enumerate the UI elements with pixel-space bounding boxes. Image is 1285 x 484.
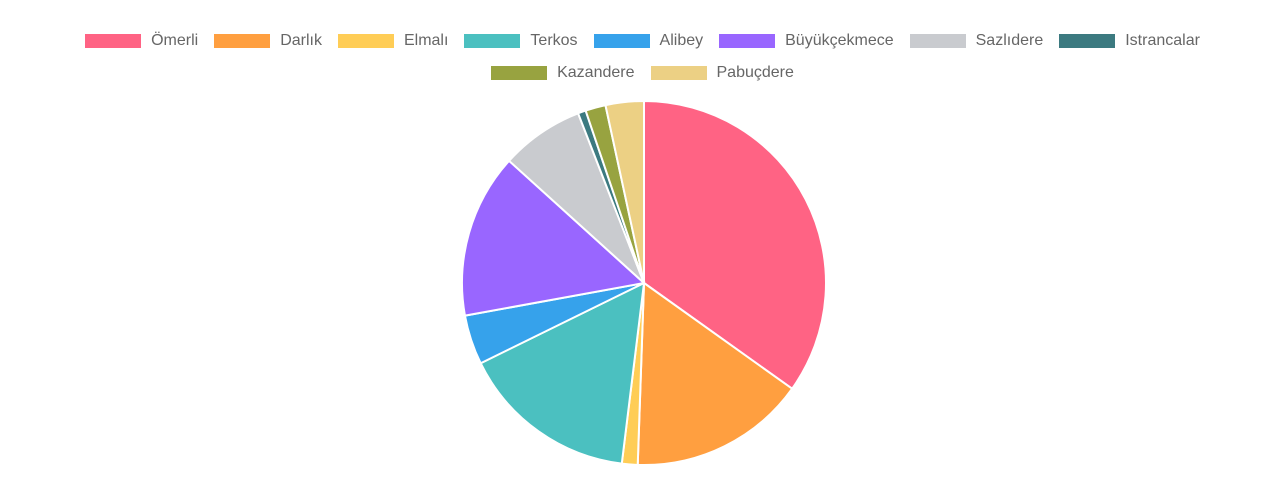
legend-swatch (214, 34, 271, 48)
legend-label: Elmalı (403, 32, 449, 49)
legend-swatch (464, 34, 521, 48)
legend-swatch (1059, 34, 1116, 48)
pie-slice (604, 99, 645, 284)
legend-swatch (719, 34, 776, 48)
legend-label: Alibey (659, 32, 704, 49)
legend-item[interactable]: Kazandere (491, 62, 635, 84)
legend-item[interactable]: Pabuçdere (650, 62, 794, 84)
legend-item[interactable]: Sazlıdere (909, 30, 1044, 52)
legend-item[interactable]: Ömerli (85, 30, 198, 52)
legend-label: Pabuçdere (716, 64, 794, 81)
legend-swatch (491, 66, 548, 80)
legend-label: Büyükçekmece (785, 32, 894, 49)
legend-item[interactable]: Büyükçekmece (719, 30, 894, 52)
legend-swatch (85, 34, 142, 48)
legend-swatch (337, 34, 394, 48)
pie-slice (643, 99, 827, 391)
legend-swatch (593, 34, 650, 48)
pie-slice (479, 281, 646, 465)
legend-swatch (909, 34, 966, 48)
legend-item[interactable]: Istrancalar (1059, 30, 1200, 52)
legend-label: Kazandere (557, 64, 635, 81)
legend-label: Istrancalar (1125, 32, 1200, 49)
pie-slice (636, 281, 794, 466)
legend-item[interactable]: Darlık (214, 30, 322, 52)
legend-label: Sazlıdere (975, 32, 1044, 49)
legend-item[interactable]: Alibey (593, 30, 704, 52)
legend-item[interactable]: Elmalı (337, 30, 449, 52)
pie-slice (461, 159, 647, 317)
legend-label: Darlık (280, 32, 322, 49)
legend-swatch (650, 66, 707, 80)
legend: Ömerli Darlık Elmalı Terkos Alibey Büyükçekme… (40, 30, 1245, 84)
legend-label: Terkos (530, 32, 578, 49)
legend-item[interactable]: Terkos (464, 30, 578, 52)
legend-label: Ömerli (151, 32, 199, 49)
